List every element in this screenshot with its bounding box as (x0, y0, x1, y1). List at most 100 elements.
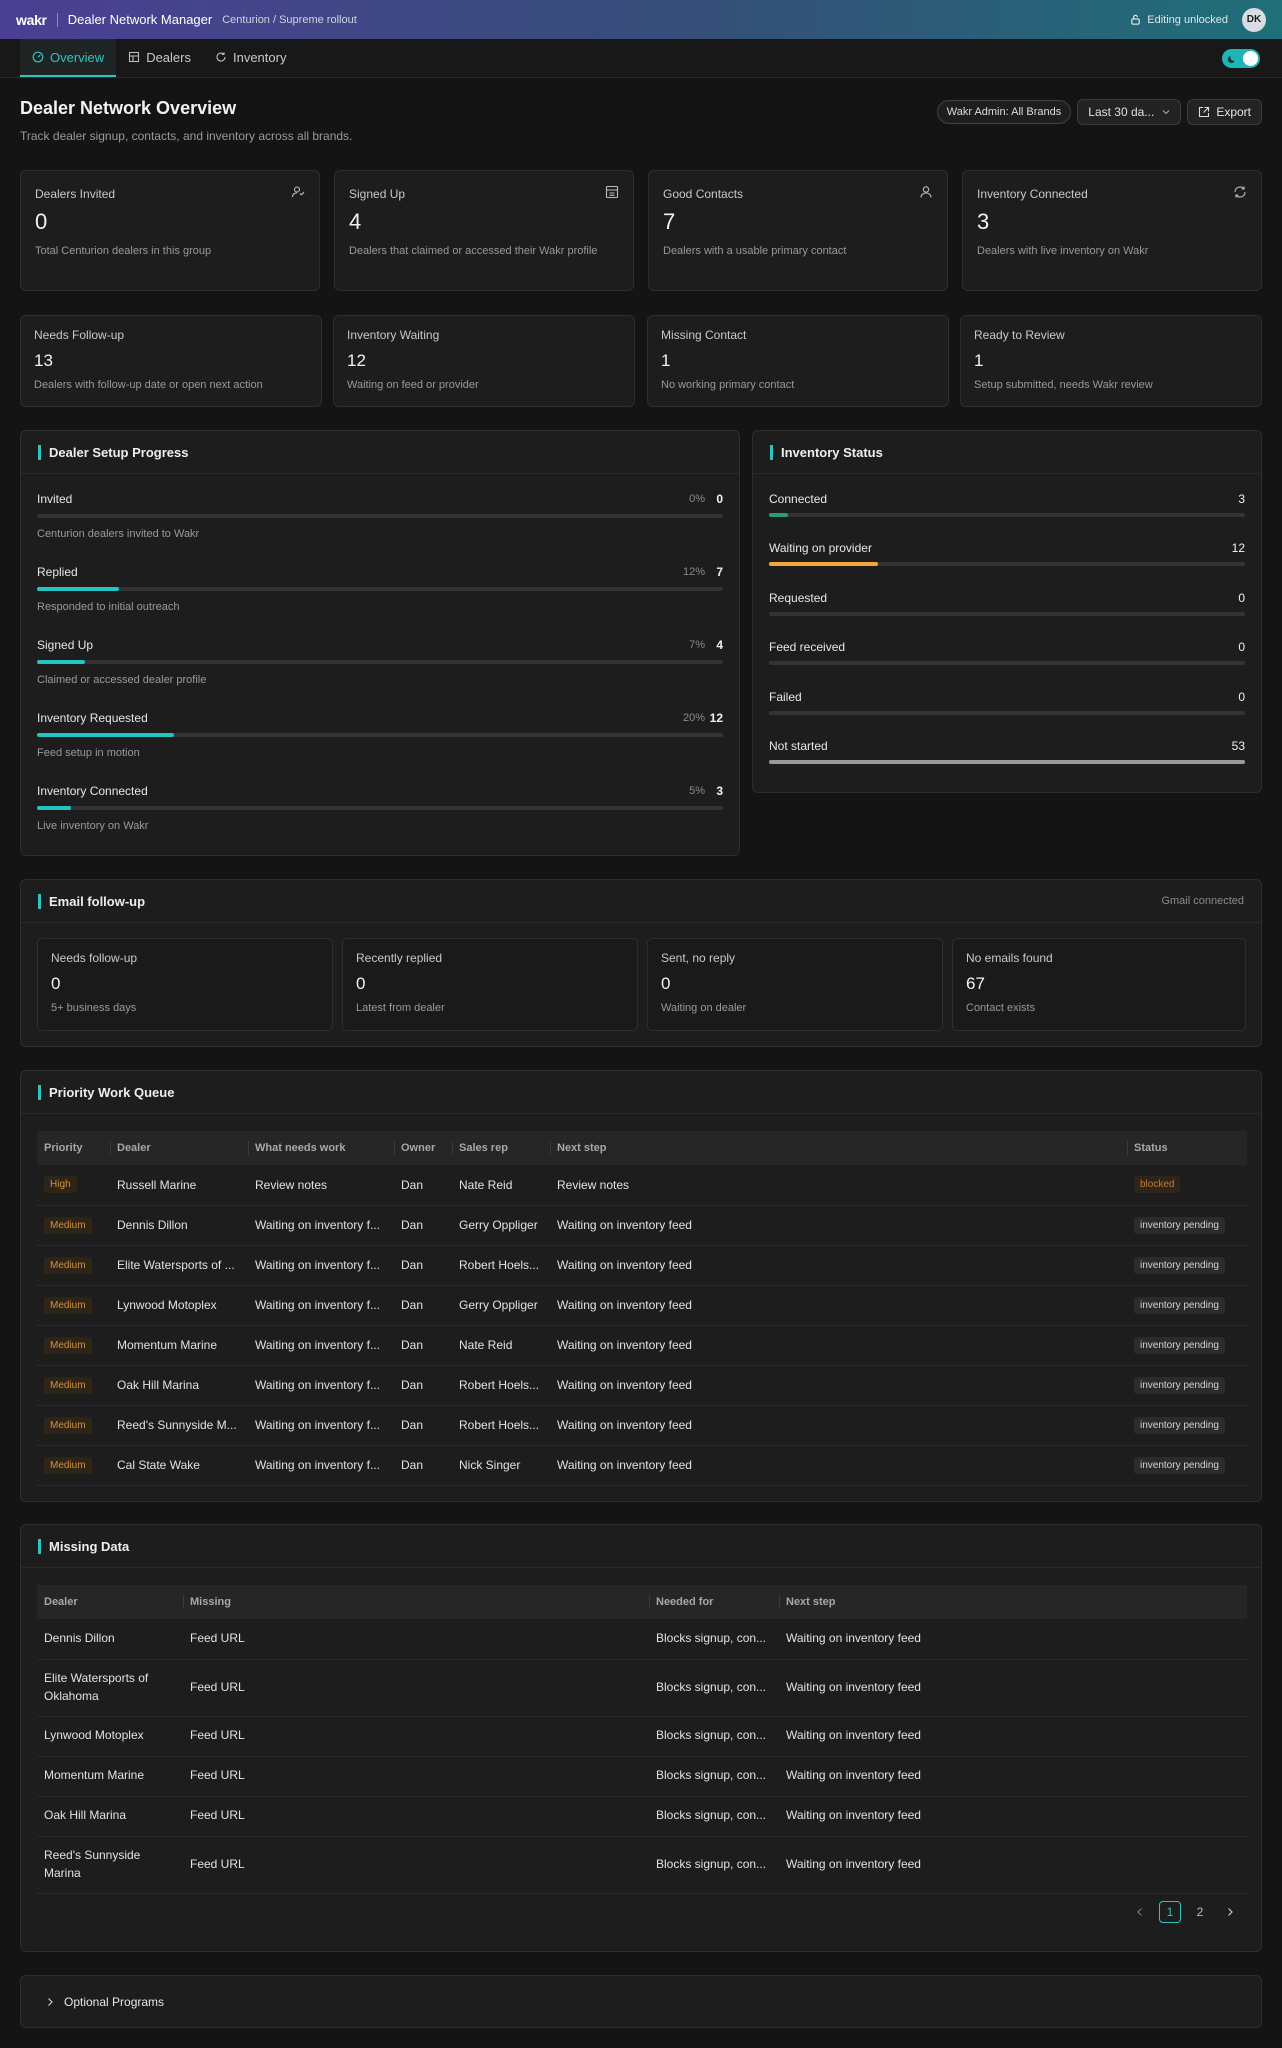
dealer-cell[interactable]: Cal State Wake (110, 1445, 248, 1486)
panel-header: Dealer Setup Progress (21, 431, 739, 474)
header-actions: Wakr Admin: All Brands Last 30 da... Exp… (936, 99, 1262, 125)
table-row[interactable]: Dennis Dillon Feed URL Blocks signup, co… (37, 1619, 1247, 1660)
inventory-track (769, 711, 1245, 715)
email-card-sent-no-reply[interactable]: Sent, no reply 0 Waiting on dealer (647, 938, 943, 1031)
dealer-cell[interactable]: Reed's Sunnyside M... (110, 1405, 248, 1446)
dealer-cell[interactable]: Russell Marine (110, 1165, 248, 1206)
table-row[interactable]: Elite Watersports of Oklahoma Feed URL B… (37, 1659, 1247, 1717)
table-row[interactable]: Medium Oak Hill Marina Waiting on invent… (37, 1365, 1247, 1406)
table-row[interactable]: Medium Reed's Sunnyside M... Waiting on … (37, 1405, 1247, 1446)
status-badge: inventory pending (1134, 1216, 1225, 1234)
dealer-cell[interactable]: Reed's Sunnyside Marina (37, 1836, 183, 1894)
refresh-icon (216, 52, 226, 62)
next-step-cell: Waiting on inventory feed (550, 1325, 1127, 1366)
edit-status[interactable]: Editing unlocked (1130, 14, 1228, 26)
optional-programs-section[interactable]: Optional Programs (20, 1975, 1262, 2028)
column-header[interactable]: Next step (779, 1585, 1247, 1619)
page-header: Dealer Network Overview Track dealer sig… (20, 98, 352, 143)
table-row[interactable]: Medium Dennis Dillon Waiting on inventor… (37, 1205, 1247, 1246)
column-header[interactable]: What needs work (248, 1131, 394, 1165)
table-row[interactable]: Medium Momentum Marine Waiting on invent… (37, 1325, 1247, 1366)
email-card-value: 67 (966, 974, 985, 993)
table-row[interactable]: Oak Hill Marina Feed URL Blocks signup, … (37, 1796, 1247, 1837)
kpi-value: 1 (661, 351, 671, 370)
owner-cell: Dan (394, 1325, 452, 1366)
dealer-cell[interactable]: Elite Watersports of Oklahoma (37, 1659, 183, 1717)
work-cell: Waiting on inventory f... (248, 1285, 394, 1326)
table-row[interactable]: Medium Lynwood Motoplex Waiting on inven… (37, 1285, 1247, 1326)
column-header[interactable]: Missing (183, 1585, 649, 1619)
table-row[interactable]: Lynwood Motoplex Feed URL Blocks signup,… (37, 1716, 1247, 1757)
wakr-logo[interactable]: wakr (16, 11, 47, 28)
avatar[interactable]: DK (1242, 7, 1266, 32)
next-step-cell: Waiting on inventory feed (779, 1716, 1247, 1757)
kpi-label: Inventory Connected (977, 187, 1088, 201)
next-step-cell: Waiting on inventory feed (550, 1405, 1127, 1446)
tab-dealers[interactable]: Dealers (116, 39, 203, 77)
column-header[interactable]: Priority (37, 1131, 110, 1165)
table-header-row: Priority Dealer What needs work Owner Sa… (37, 1131, 1247, 1165)
email-card-recently-replied[interactable]: Recently replied 0 Latest from dealer (342, 938, 638, 1031)
previous-page-button[interactable] (1129, 1901, 1151, 1923)
column-header[interactable]: Next step (550, 1131, 1127, 1165)
tab-bar: Overview Dealers Inventory (0, 39, 1282, 78)
kpi-card-needs-follow-up: Needs Follow-up 13 Dealers with follow-u… (20, 315, 322, 407)
dealer-cell[interactable]: Momentum Marine (110, 1325, 248, 1366)
work-cell: Waiting on inventory f... (248, 1205, 394, 1246)
brand-filter[interactable]: Wakr Admin: All Brands (936, 100, 1072, 124)
dealer-cell[interactable]: Oak Hill Marina (37, 1796, 183, 1837)
kpi-description: Dealers with a usable primary contact (663, 245, 847, 257)
table-row[interactable]: Momentum Marine Feed URL Blocks signup, … (37, 1756, 1247, 1797)
dealer-cell[interactable]: Lynwood Motoplex (110, 1285, 248, 1326)
needed-for-cell: Blocks signup, con... (649, 1619, 779, 1660)
progress-track (37, 660, 723, 664)
dealer-cell[interactable]: Oak Hill Marina (110, 1365, 248, 1406)
progress-count: 0 (716, 492, 723, 506)
dealer-cell[interactable]: Dennis Dillon (110, 1205, 248, 1246)
next-page-button[interactable] (1219, 1901, 1241, 1923)
page-1-button[interactable]: 1 (1159, 1901, 1181, 1923)
dark-mode-toggle[interactable] (1222, 49, 1260, 68)
owner-cell: Dan (394, 1445, 452, 1486)
sales-rep-cell: Nate Reid (452, 1165, 550, 1206)
panel-header: Email follow-up Gmail connected (21, 880, 1261, 923)
email-card-no-emails-found[interactable]: No emails found 67 Contact exists (952, 938, 1246, 1031)
kpi-description: Dealers with live inventory on Wakr (977, 245, 1149, 257)
dealer-cell[interactable]: Momentum Marine (37, 1756, 183, 1797)
column-header[interactable]: Status (1127, 1131, 1247, 1165)
panel-title: Email follow-up (38, 893, 145, 909)
dealer-cell[interactable]: Dennis Dillon (37, 1619, 183, 1660)
progress-note: Claimed or accessed dealer profile (37, 674, 207, 686)
column-header[interactable]: Dealer (37, 1585, 183, 1619)
tab-overview[interactable]: Overview (20, 39, 117, 77)
kpi-label: Ready to Review (974, 328, 1065, 342)
email-card-needs-follow-up[interactable]: Needs follow-up 0 5+ business days (37, 938, 333, 1031)
column-header[interactable]: Owner (394, 1131, 452, 1165)
status-badge: inventory pending (1134, 1256, 1225, 1274)
date-range-select[interactable]: Last 30 da... (1077, 99, 1182, 125)
export-button[interactable]: Export (1187, 99, 1262, 125)
table-row[interactable]: High Russell Marine Review notes Dan Nat… (37, 1165, 1247, 1206)
panel-title: Dealer Setup Progress (38, 444, 188, 460)
column-header[interactable]: Dealer (110, 1131, 248, 1165)
progress-note: Centurion dealers invited to Wakr (37, 528, 200, 540)
app-title: Dealer Network Manager (67, 12, 213, 27)
kpi-label: Inventory Waiting (347, 328, 440, 342)
column-header[interactable]: Needed for (649, 1585, 779, 1619)
dealer-cell[interactable]: Lynwood Motoplex (37, 1716, 183, 1757)
table-row[interactable]: Medium Elite Watersports of ... Waiting … (37, 1245, 1247, 1286)
priority-badge: High (44, 1176, 77, 1194)
progress-row-replied: Replied 12% 7 Responded to initial outre… (37, 565, 723, 635)
table-row[interactable]: Reed's Sunnyside Marina Feed URL Blocks … (37, 1836, 1247, 1894)
tab-inventory[interactable]: Inventory (203, 39, 298, 77)
kpi-card-dealers-invited: Dealers Invited 0 Total Centurion dealer… (20, 170, 320, 291)
column-header[interactable]: Sales rep (452, 1131, 550, 1165)
table-row[interactable]: Medium Cal State Wake Waiting on invento… (37, 1445, 1247, 1486)
page-2-button[interactable]: 2 (1196, 1905, 1204, 1919)
needed-for-cell: Blocks signup, con... (649, 1659, 779, 1717)
sales-rep-cell: Robert Hoels... (452, 1365, 550, 1406)
sales-rep-cell: Robert Hoels... (452, 1405, 550, 1446)
kpi-value: 7 (663, 209, 676, 234)
progress-track (37, 806, 723, 810)
dealer-cell[interactable]: Elite Watersports of ... (110, 1245, 248, 1286)
